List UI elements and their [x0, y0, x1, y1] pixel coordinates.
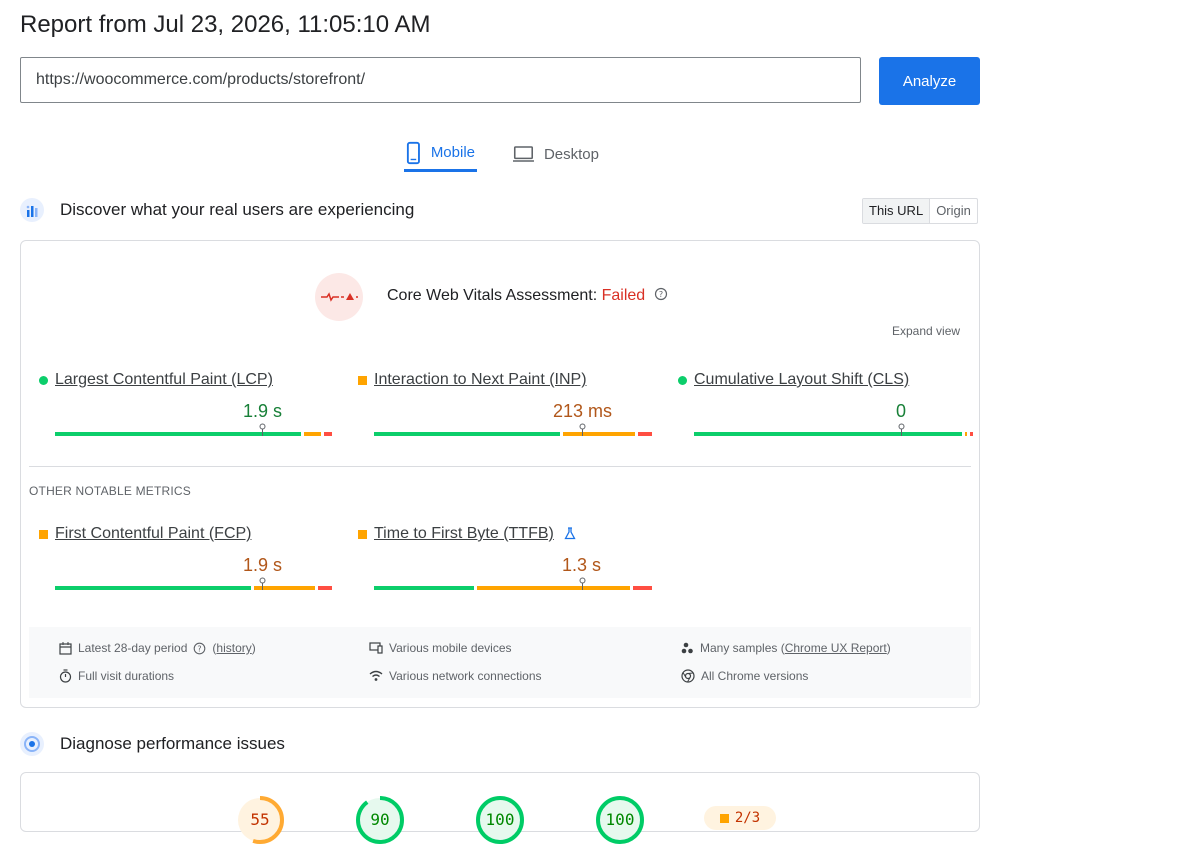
p75-marker: [898, 423, 905, 436]
good-indicator: [39, 376, 48, 385]
distribution-segment-poor: [632, 586, 652, 590]
tab-label: Mobile: [430, 144, 475, 161]
fcp-distribution-bar: [55, 577, 332, 590]
devices-text: Various mobile devices: [389, 641, 512, 655]
average-indicator: [719, 813, 729, 823]
metric-fcp-name[interactable]: First Contentful Paint (FCP): [55, 525, 252, 542]
seo-score-gauge[interactable]: 100: [595, 795, 645, 845]
info-chrome: All Chrome versions: [681, 669, 808, 683]
p75-marker: [579, 423, 586, 436]
metric-ttfb-value: 1.3 s: [562, 555, 602, 575]
average-indicator: [358, 530, 367, 539]
distribution-segment-good: [55, 586, 251, 590]
distribution-segment-poor: [318, 586, 332, 590]
distribution-segment-poor: [970, 432, 974, 436]
history-link[interactable]: history: [216, 641, 252, 655]
url-input[interactable]: https://woocommerce.com/products/storefr…: [20, 57, 861, 103]
help-icon[interactable]: ?: [193, 642, 206, 655]
samples-prefix: Many samples (: [700, 641, 785, 655]
history-link-wrap: (history): [212, 641, 256, 655]
diagnose-section-title: Diagnose performance issues: [60, 734, 285, 753]
svg-text:?: ?: [659, 290, 663, 299]
metric-lcp-value: 1.9 s: [243, 401, 283, 421]
inp-distribution-bar: [374, 423, 652, 436]
url-origin-toggle: This URL Origin: [862, 198, 978, 224]
help-icon[interactable]: ?: [654, 287, 668, 301]
good-indicator: [678, 376, 687, 385]
info-samples: Many samples (Chrome UX Report): [681, 641, 891, 655]
origin-button[interactable]: Origin: [936, 203, 971, 218]
ttfb-distribution-bar: [374, 577, 652, 590]
tab-desktop[interactable]: Desktop: [511, 136, 601, 172]
p75-marker: [579, 577, 586, 590]
samples-icon: [681, 642, 693, 653]
distribution-segment-needs-improvement: [253, 586, 315, 590]
samples-text: Many samples (Chrome UX Report): [700, 641, 891, 655]
info-network: Various network connections: [369, 669, 542, 683]
performance-score-gauge[interactable]: 55: [235, 795, 285, 845]
distribution-segment-needs-improvement: [476, 586, 630, 590]
desktop-icon: [513, 146, 534, 162]
failed-vitals-icon: [315, 273, 363, 321]
timer-icon: [59, 669, 72, 683]
info-devices: Various mobile devices: [369, 641, 512, 655]
expand-view-link[interactable]: Expand view: [892, 324, 961, 338]
p75-marker: [259, 423, 266, 436]
distribution-segment-poor: [323, 432, 332, 436]
cls-distribution-bar: [694, 423, 974, 436]
divider: [29, 466, 971, 467]
distribution-segment-needs-improvement: [304, 432, 321, 436]
this-url-button[interactable]: This URL: [863, 199, 931, 223]
samples-suffix: ): [886, 641, 891, 655]
assessment-heading: Core Web Vitals Assessment: Failed ?: [387, 287, 668, 305]
metric-lcp-name[interactable]: Largest Contentful Paint (LCP): [55, 371, 273, 388]
info-durations: Full visit durations: [59, 669, 174, 683]
pwa-badge[interactable]: 2/3: [704, 806, 776, 830]
average-indicator: [358, 376, 367, 385]
lcp-distribution-bar: [55, 423, 332, 436]
svg-text:?: ?: [198, 644, 202, 653]
users-chart-icon: [20, 198, 44, 222]
analyze-button[interactable]: Analyze: [879, 57, 980, 105]
distribution-segment-needs-improvement: [563, 432, 636, 436]
average-indicator: [39, 530, 48, 539]
metric-cls-name[interactable]: Cumulative Layout Shift (CLS): [694, 371, 910, 388]
distribution-segment-good: [55, 432, 302, 436]
chrome-text: All Chrome versions: [701, 669, 809, 683]
metric-ttfb-name[interactable]: Time to First Byte (TTFB): [374, 525, 554, 542]
metric-inp-value: 213 ms: [553, 401, 613, 421]
p75-marker: [259, 577, 266, 590]
network-text: Various network connections: [389, 669, 542, 683]
calendar-icon: [59, 641, 72, 655]
distribution-segment-poor: [638, 432, 652, 436]
period-text: Latest 28-day period: [78, 641, 188, 655]
wifi-icon: [369, 670, 383, 681]
flask-icon: [564, 527, 576, 540]
metric-fcp-value: 1.9 s: [243, 555, 283, 575]
durations-text: Full visit durations: [78, 669, 175, 683]
metric-inp-name[interactable]: Interaction to Next Paint (INP): [374, 371, 587, 388]
metric-cls-value: 0: [896, 401, 907, 421]
mobile-icon: [406, 141, 420, 164]
info-period: Latest 28-day period ? (history): [59, 641, 256, 655]
field-section-title: Discover what your real users are experi…: [60, 200, 415, 219]
other-metrics-heading: OTHER NOTABLE METRICS: [29, 484, 191, 498]
pwa-score: 2/3: [734, 810, 761, 826]
tab-mobile[interactable]: Mobile: [404, 136, 477, 172]
assessment-label: Core Web Vitals Assessment:: [387, 287, 598, 304]
distribution-segment-needs-improvement: [965, 432, 968, 436]
tab-label: Desktop: [543, 145, 599, 163]
distribution-segment-good: [374, 586, 474, 590]
chrome-icon: [681, 669, 695, 683]
field-data-info-panel: [29, 627, 971, 698]
report-title: Report from Jul 23, 2026, 11:05:10 AM: [20, 11, 431, 38]
accessibility-score-gauge[interactable]: 90: [355, 795, 405, 845]
distribution-segment-good: [694, 432, 963, 436]
best-practices-score-gauge[interactable]: 100: [475, 795, 525, 845]
distribution-segment-good: [374, 432, 561, 436]
assessment-status: Failed: [601, 287, 646, 304]
lighthouse-icon: [20, 732, 44, 756]
crux-link[interactable]: Chrome UX Report: [784, 641, 887, 655]
devices-icon: [369, 642, 383, 654]
